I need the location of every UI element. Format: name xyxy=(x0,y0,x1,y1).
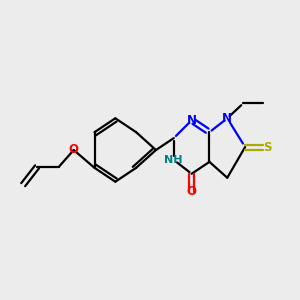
Text: S: S xyxy=(263,140,271,154)
Text: N: N xyxy=(187,114,196,127)
Text: O: O xyxy=(69,142,79,155)
Text: N: N xyxy=(222,112,232,125)
Text: NH: NH xyxy=(164,155,182,165)
Text: O: O xyxy=(187,185,196,198)
